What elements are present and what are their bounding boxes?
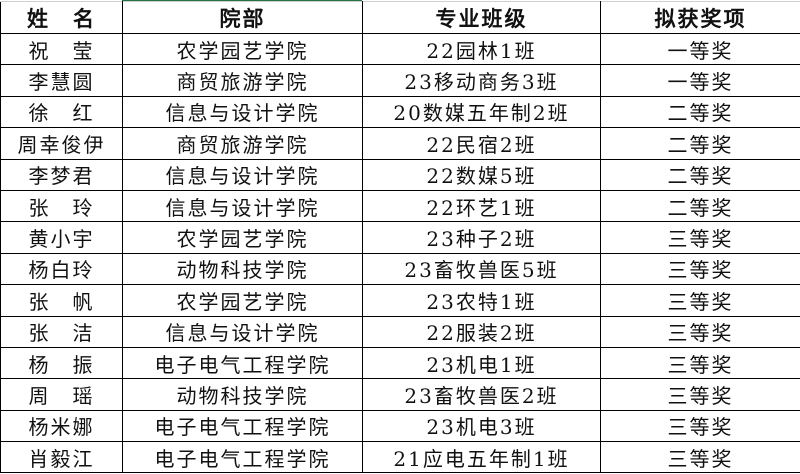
cell-class[interactable]: 22环艺1班 [362,189,601,223]
cell-award[interactable]: 二等奖 [600,158,800,191]
cell-department[interactable]: 商贸旅游学院 [122,127,363,160]
cell-name[interactable]: 徐 红 [0,95,123,129]
table-row: 张 洁信息与设计学院 22服装2班 三等奖 [0,315,800,348]
header-class[interactable]: 专业班级 [362,1,601,34]
table-row: 张 玲信息与设计学院 22环艺1班 二等奖 [0,189,800,223]
cell-name[interactable]: 张 帆 [0,284,123,317]
cell-name[interactable]: 周 瑶 [0,378,123,411]
cell-department[interactable]: 商贸旅游学院 [122,64,363,97]
header-row: 姓 名 院部 专业班级 拟获奖项 [0,1,800,34]
cell-department[interactable]: 农学园艺学院 [122,221,363,254]
cell-award[interactable]: 三等奖 [600,221,800,254]
cell-department[interactable]: 动物科技学院 [122,378,363,411]
cell-class[interactable]: 23畜牧兽医2班 [362,378,601,411]
cell-name[interactable]: 周幸俊伊 [0,127,123,160]
header-department[interactable]: 院部 [122,1,363,34]
table-row: 张 帆农学园艺学院 23农特1班 三等奖 [0,284,800,317]
cell-class[interactable]: 21应电五年制1班 [362,441,601,474]
table-row: 周 瑶动物科技学院 23畜牧兽医2班 三等奖 [0,378,800,411]
cell-department[interactable]: 动物科技学院 [122,252,363,286]
cell-class[interactable]: 22民宿2班 [362,127,601,160]
cell-class[interactable]: 23畜牧兽医5班 [362,252,601,286]
cell-department[interactable]: 信息与设计学院 [122,158,363,191]
cell-name[interactable]: 张 玲 [0,189,123,223]
cell-name[interactable]: 杨米娜 [0,409,123,443]
cell-name[interactable]: 肖毅江 [0,441,123,474]
cell-name[interactable]: 李慧圆 [0,64,123,97]
cell-award[interactable]: 三等奖 [600,346,800,380]
cell-department[interactable]: 农学园艺学院 [122,284,363,317]
cell-class[interactable]: 22服装2班 [362,315,601,348]
cell-award[interactable]: 三等奖 [600,315,800,348]
cell-award[interactable]: 二等奖 [600,189,800,223]
cell-award[interactable]: 二等奖 [600,95,800,129]
cell-class[interactable]: 23移动商务3班 [362,64,601,97]
table-row: 肖毅江 电子电气工程学院 21应电五年制1班 三等奖 [0,441,800,474]
cell-class[interactable]: 23农特1班 [362,284,601,317]
cell-department[interactable]: 电子电气工程学院 [122,441,363,474]
cell-award[interactable]: 三等奖 [600,252,800,286]
cell-class[interactable]: 23机电1班 [362,346,601,380]
cell-class[interactable]: 22数媒5班 [362,158,601,191]
cell-name[interactable]: 杨白玲 [0,252,123,286]
cell-name[interactable]: 黄小宇 [0,221,123,254]
table-row: 杨白玲 动物科技学院 23畜牧兽医5班 三等奖 [0,252,800,286]
cell-award[interactable]: 二等奖 [600,127,800,160]
cell-name[interactable]: 李梦君 [0,158,123,191]
table-row: 黄小宇 农学园艺学院 23种子2班 三等奖 [0,221,800,254]
header-name[interactable]: 姓 名 [0,1,123,34]
cell-department[interactable]: 农学园艺学院 [122,32,363,66]
cell-class[interactable]: 23机电3班 [362,409,601,443]
cell-class[interactable]: 22园林1班 [362,32,601,66]
cell-department[interactable]: 电子电气工程学院 [122,409,363,443]
table-row: 祝 莹农学园艺学院 22园林1班 一等奖 [0,32,800,66]
cell-name[interactable]: 张 洁 [0,315,123,348]
cell-name[interactable]: 杨 振 [0,346,123,380]
header-award[interactable]: 拟获奖项 [600,1,800,34]
cell-name[interactable]: 祝 莹 [0,32,123,66]
cell-department[interactable]: 信息与设计学院 [122,189,363,223]
cell-class[interactable]: 20数媒五年制2班 [362,95,601,129]
table-row: 杨米娜 电子电气工程学院 23机电3班 三等奖 [0,409,800,443]
table-row: 李慧圆 商贸旅游学院 23移动商务3班 一等奖 [0,64,800,97]
cell-department[interactable]: 信息与设计学院 [122,95,363,129]
table-row: 李梦君 信息与设计学院 22数媒5班 二等奖 [0,158,800,191]
cell-department[interactable]: 电子电气工程学院 [122,346,363,380]
table-row: 杨 振电子电气工程学院 23机电1班 三等奖 [0,346,800,380]
table-row: 徐 红信息与设计学院 20数媒五年制2班 二等奖 [0,95,800,129]
cell-award[interactable]: 一等奖 [600,32,800,66]
cell-award[interactable]: 三等奖 [600,284,800,317]
cell-class[interactable]: 23种子2班 [362,221,601,254]
cell-award[interactable]: 三等奖 [600,409,800,443]
cell-award[interactable]: 三等奖 [600,378,800,411]
cell-award[interactable]: 一等奖 [600,64,800,97]
cell-department[interactable]: 信息与设计学院 [122,315,363,348]
cell-award[interactable]: 三等奖 [600,441,800,474]
table-row: 周幸俊伊 商贸旅游学院 22民宿2班 二等奖 [0,127,800,160]
